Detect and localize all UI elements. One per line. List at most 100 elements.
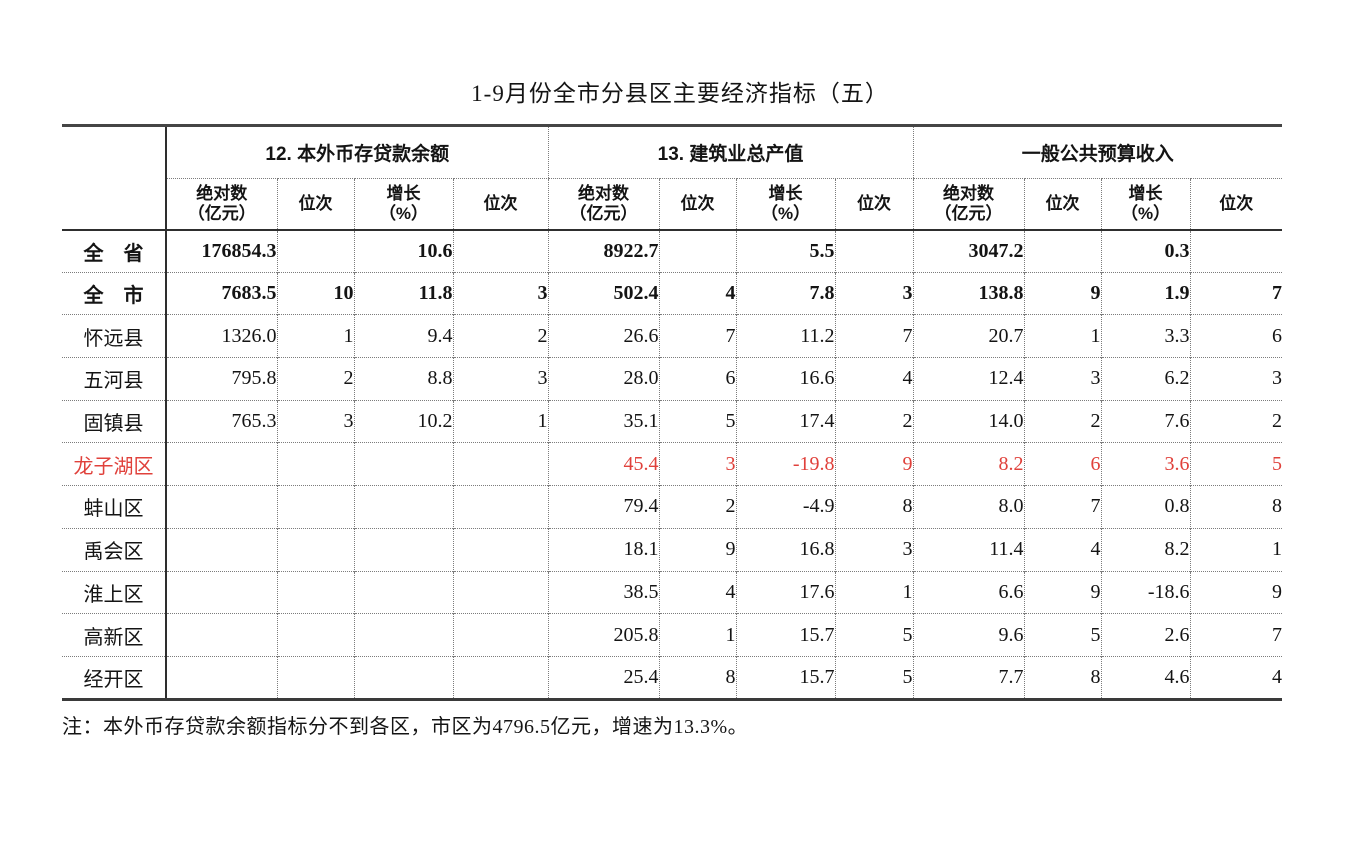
- table-row: 固镇县 765.3 3 10.2 1 35.1 5 17.4 2 14.0 2 7.6 2: [62, 400, 1283, 443]
- data-cell: 4: [658, 571, 737, 614]
- data-cell: 4: [1023, 528, 1102, 571]
- data-cell: 6.6: [912, 571, 1025, 614]
- data-cell: 5: [1189, 442, 1283, 486]
- data-cell: 35.1: [547, 400, 660, 443]
- row-label: 五河县: [62, 357, 167, 401]
- sub-header-absolute-line1: 绝对数: [196, 183, 248, 203]
- data-cell: 7: [658, 314, 737, 358]
- data-cell: [452, 485, 549, 529]
- group-header-public-budget: 一般公共预算收入: [912, 125, 1283, 179]
- data-cell: 18.1: [547, 528, 660, 571]
- data-cell: 6: [1023, 442, 1102, 486]
- data-cell: 8: [1189, 485, 1283, 529]
- data-cell: [276, 442, 354, 486]
- data-cell: 4: [1189, 656, 1283, 700]
- row-label: 禹会区: [62, 528, 167, 571]
- table-body: 全 省 176854.3 10.6 8922.7 5.5 3047.2 0.3 全 市 7683…: [62, 229, 1283, 700]
- data-cell: 9: [834, 442, 914, 486]
- table-row: 五河县 795.8 2 8.8 3 28.0 6 16.6 4 12.4 3 6.2 3: [62, 357, 1283, 401]
- data-cell: 1: [452, 400, 549, 443]
- data-cell: 5: [658, 400, 737, 443]
- sub-header-row: 绝对数 （亿元） 位次 增长 （%） 位次 绝对数 （亿元） 位次 增长 （%）…: [62, 178, 1283, 231]
- row-label: 龙子湖区: [62, 442, 167, 486]
- data-cell: 7: [1023, 485, 1102, 529]
- footnote: 注：本外币存贷款余额指标分不到各区，市区为4796.5亿元，增速为13.3%。: [62, 715, 749, 738]
- data-cell: 1326.0: [165, 314, 277, 358]
- sub-header-absolute-line1: 绝对数: [578, 183, 630, 203]
- sub-header-rank: 位次: [1189, 178, 1283, 231]
- data-cell: [276, 656, 354, 700]
- data-cell: 6: [1189, 314, 1283, 358]
- data-cell: 4.6: [1100, 656, 1191, 700]
- data-cell: 79.4: [547, 485, 660, 529]
- data-cell: 502.4: [547, 272, 660, 315]
- data-cell: [452, 571, 549, 614]
- data-cell: 3047.2: [912, 229, 1025, 273]
- data-cell: 8.2: [912, 442, 1025, 486]
- data-cell: [353, 528, 453, 571]
- table-row: 禹会区 18.1 9 16.8 3 11.4 4 8.2 1: [62, 528, 1283, 571]
- data-cell: 9: [658, 528, 737, 571]
- data-cell: 2: [1023, 400, 1102, 443]
- data-cell: [353, 442, 453, 486]
- data-cell: 0.3: [1100, 229, 1191, 273]
- sub-header-growth: 增长 （%）: [353, 178, 453, 231]
- group-header-deposits-loans: 12. 本外币存贷款余额: [165, 125, 549, 179]
- data-cell: 26.6: [547, 314, 660, 358]
- data-cell: 16.8: [735, 528, 836, 571]
- sub-header-growth-line2: （%）: [760, 203, 811, 223]
- row-label: 蚌山区: [62, 485, 167, 529]
- table-row: 龙子湖区 45.4 3 -19.8 9 8.2 6 3.6 5: [62, 442, 1283, 486]
- data-cell: 7: [1189, 272, 1283, 315]
- sub-header-rank: 位次: [276, 178, 354, 231]
- data-cell: [353, 656, 453, 700]
- data-cell: 10.2: [353, 400, 453, 443]
- data-cell: 2: [452, 314, 549, 358]
- data-cell: 205.8: [547, 613, 660, 657]
- data-cell: 6: [658, 357, 737, 401]
- data-cell: [452, 442, 549, 486]
- sub-header-absolute-line1: 绝对数: [943, 183, 995, 203]
- data-cell: 765.3: [165, 400, 277, 443]
- data-cell: [165, 571, 277, 614]
- table-row: 怀远县 1326.0 1 9.4 2 26.6 7 11.2 7 20.7 1 3.3 6: [62, 314, 1283, 358]
- sub-header-rank: 位次: [658, 178, 737, 231]
- sub-header-absolute: 绝对数 （亿元）: [166, 178, 277, 231]
- row-label: 全 省: [62, 229, 167, 273]
- sub-header-absolute: 绝对数 （亿元）: [547, 178, 660, 231]
- data-cell: 7.8: [735, 272, 836, 315]
- data-cell: 1: [834, 571, 914, 614]
- data-cell: [452, 229, 549, 273]
- data-cell: 8: [1023, 656, 1102, 700]
- data-cell: [165, 613, 277, 657]
- data-cell: [353, 571, 453, 614]
- data-cell: 2: [658, 485, 737, 529]
- data-cell: 7: [1189, 613, 1283, 657]
- data-cell: [276, 229, 354, 273]
- data-cell: 25.4: [547, 656, 660, 700]
- sub-header-absolute-line2: （亿元）: [187, 203, 256, 223]
- sub-header-absolute-line2: （亿元）: [934, 203, 1003, 223]
- data-cell: 38.5: [547, 571, 660, 614]
- data-cell: [276, 528, 354, 571]
- data-cell: 1: [1023, 314, 1102, 358]
- data-cell: 8922.7: [547, 229, 660, 273]
- data-cell: 138.8: [912, 272, 1025, 315]
- data-cell: 795.8: [165, 357, 277, 401]
- row-label: 固镇县: [62, 400, 167, 443]
- sub-header-absolute: 绝对数 （亿元）: [912, 178, 1025, 231]
- data-cell: 9: [1023, 571, 1102, 614]
- sub-header-growth: 增长 （%）: [735, 178, 836, 231]
- data-cell: 8.8: [353, 357, 453, 401]
- data-cell: 28.0: [547, 357, 660, 401]
- sub-header-growth-line1: 增长: [768, 183, 803, 203]
- data-cell: 3: [276, 400, 354, 443]
- data-cell: 3.3: [1100, 314, 1191, 358]
- data-cell: 2: [1189, 400, 1283, 443]
- sub-header-rank: 位次: [834, 178, 914, 231]
- data-cell: -18.6: [1100, 571, 1191, 614]
- row-label: 怀远县: [62, 314, 167, 358]
- data-cell: 5: [834, 656, 914, 700]
- data-cell: 14.0: [912, 400, 1025, 443]
- data-cell: 5: [834, 613, 914, 657]
